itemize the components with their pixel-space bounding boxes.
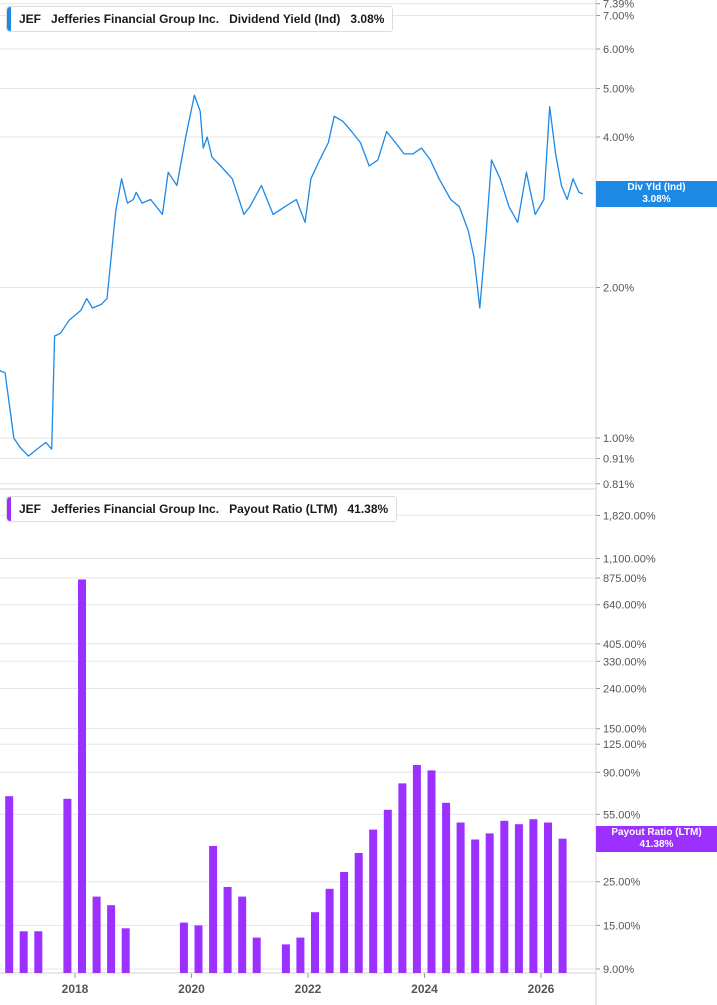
x-tick-label: 2024 [411, 982, 438, 996]
payout-ratio-bar [107, 905, 116, 973]
legend-metric: Payout Ratio (LTM) [229, 502, 338, 516]
payout-ratio-bar [311, 912, 319, 973]
payout-ratio-bar [340, 872, 349, 973]
legend-color-swatch [7, 497, 11, 521]
payout-ratio-bar [544, 822, 552, 973]
payout-ratio-bar [5, 796, 14, 973]
x-tick-label: 2020 [178, 982, 205, 996]
x-tick-label: 2018 [62, 982, 89, 996]
y-tick-label: 240.00% [603, 684, 647, 696]
payout-ratio-bar [485, 833, 494, 973]
payout-ratio-bar [209, 846, 218, 973]
payout-ratio-bar [354, 853, 363, 973]
bottom-y-axis: 1,820.00% 1,100.00% 875.00% 640.00% 405.00% 3… [596, 510, 656, 976]
payout-ratio-bar [121, 928, 130, 973]
y-tick-label: 640.00% [603, 600, 647, 612]
x-tick-label: 2022 [295, 982, 322, 996]
payout-ratio-bar [325, 888, 334, 973]
legend-company: Jefferies Financial Group Inc. [51, 12, 220, 26]
y-tick-label: 150.00% [603, 724, 647, 736]
payout-ratio-bar [223, 887, 232, 973]
x-tick-label: 2026 [528, 982, 555, 996]
y-tick-label: 0.91% [603, 453, 634, 465]
y-tick-label: 125.00% [603, 739, 647, 751]
payout-ratio-bar [194, 925, 203, 973]
legend-color-swatch [7, 7, 11, 31]
payout-ratio-bar [427, 770, 436, 973]
y-tick-label: 7.00% [603, 10, 634, 22]
payout-ratio-bar [34, 931, 43, 973]
y-tick-label: 5.00% [603, 84, 634, 96]
legend-value: 41.38% [347, 502, 389, 516]
y-tick-label: 6.00% [603, 44, 634, 56]
payout-ratio-legend: JEF Jefferies Financial Group Inc. Payou… [6, 496, 398, 522]
y-tick-label: 9.00% [603, 964, 634, 976]
y-tick-label: 55.00% [603, 809, 641, 821]
payout-ratio-bar [442, 802, 451, 973]
payout-ratio-bar [514, 824, 523, 973]
y-tick-label: 1,100.00% [603, 553, 656, 565]
y-tick-label: 2.00% [603, 283, 634, 295]
payout-ratio-bar [252, 937, 261, 973]
legend-company: Jefferies Financial Group Inc. [51, 502, 220, 516]
tag-value: 3.08% [642, 194, 671, 205]
y-tick-label: 90.00% [603, 767, 641, 779]
legend-ticker: JEF [19, 502, 42, 516]
x-axis: 2018 2020 2022 2024 2026 [0, 972, 596, 996]
bottom-gridlines [0, 514, 596, 970]
payout-ratio-plot [5, 579, 567, 973]
legend-value: 3.08% [350, 12, 385, 26]
legend-metric: Dividend Yield (Ind) [229, 12, 341, 26]
dividend-yield-value-tag: Div Yld (Ind) 3.08% [596, 181, 717, 207]
y-tick-label: 1.00% [603, 433, 634, 445]
payout-ratio-bar [78, 579, 86, 973]
payout-ratio-bar [63, 798, 72, 973]
payout-ratio-bar [398, 783, 407, 973]
payout-ratio-bar [281, 944, 290, 973]
legend-ticker: JEF [19, 12, 42, 26]
payout-ratio-bar [471, 839, 480, 973]
y-tick-label: 405.00% [603, 639, 647, 651]
y-tick-label: 1,820.00% [603, 510, 656, 522]
top-gridlines [0, 3, 596, 485]
payout-ratio-bar [558, 838, 567, 973]
dividend-yield-legend: JEF Jefferies Financial Group Inc. Divid… [6, 6, 394, 32]
top-y-axis: 7.39%7.00% 6.00% 5.00% 4.00% 2.00% 1.00% 0.91%… [596, 0, 634, 491]
y-tick-label: 0.81% [603, 479, 634, 491]
payout-ratio-bar [19, 931, 28, 973]
payout-ratio-bar [369, 829, 378, 973]
payout-ratio-bar [500, 820, 509, 973]
y-tick-label: 15.00% [603, 920, 641, 932]
payout-ratio-bar [179, 922, 188, 973]
payout-ratio-bar [383, 809, 392, 973]
y-tick-label: 875.00% [603, 573, 647, 585]
tag-label: Payout Ratio (LTM) [611, 827, 702, 838]
payout-ratio-bar [529, 819, 538, 973]
payout-ratio-value-tag: Payout Ratio (LTM) 41.38% [596, 826, 717, 852]
tag-value: 41.38% [639, 839, 674, 850]
dividend-yield-line [0, 94, 584, 457]
payout-ratio-bar [296, 937, 305, 973]
y-tick-label: 4.00% [603, 132, 634, 144]
dividend-yield-plot [0, 94, 584, 457]
payout-ratio-bar [412, 765, 421, 973]
y-tick-label: 7.39% [603, 0, 634, 11]
y-tick-label: 330.00% [603, 656, 647, 668]
payout-ratio-bar [456, 822, 465, 973]
y-tick-label: 25.00% [603, 877, 641, 889]
payout-ratio-bar [92, 896, 101, 973]
tag-label: Div Yld (Ind) [627, 182, 686, 193]
payout-ratio-bar [238, 896, 247, 973]
